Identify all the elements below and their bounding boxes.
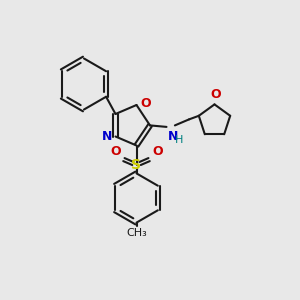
Text: CH₃: CH₃ <box>126 228 147 238</box>
Text: O: O <box>110 145 121 158</box>
Text: N: N <box>101 130 112 143</box>
Text: O: O <box>211 88 221 101</box>
Text: O: O <box>140 97 151 110</box>
Text: O: O <box>152 145 163 158</box>
Text: H: H <box>175 135 183 145</box>
Text: N: N <box>168 130 178 143</box>
Text: S: S <box>131 158 142 172</box>
